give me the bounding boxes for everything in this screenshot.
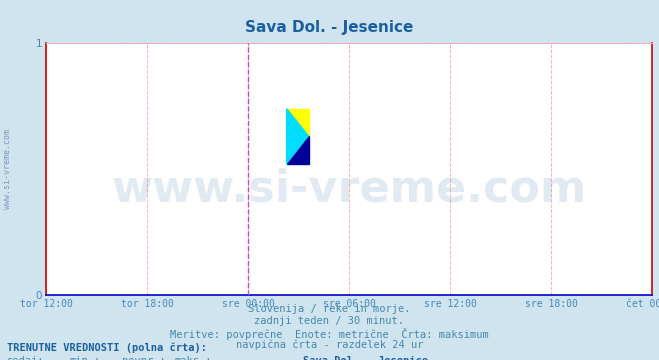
Text: povpr.:: povpr.: bbox=[122, 356, 165, 360]
Polygon shape bbox=[287, 109, 309, 136]
Text: www.si-vreme.com: www.si-vreme.com bbox=[3, 129, 13, 209]
Text: Meritve: povprečne  Enote: metrične  Črta: maksimum: Meritve: povprečne Enote: metrične Črta:… bbox=[170, 328, 489, 340]
Text: Sava Dol. - Jesenice: Sava Dol. - Jesenice bbox=[245, 20, 414, 35]
Text: www.si-vreme.com: www.si-vreme.com bbox=[111, 168, 587, 211]
Text: TRENUTNE VREDNOSTI (polna črta):: TRENUTNE VREDNOSTI (polna črta): bbox=[7, 343, 206, 353]
Text: zadnji teden / 30 minut.: zadnji teden / 30 minut. bbox=[254, 316, 405, 326]
Polygon shape bbox=[287, 136, 309, 164]
Text: sedaj:: sedaj: bbox=[7, 356, 44, 360]
Text: maks.:: maks.: bbox=[175, 356, 212, 360]
Text: Sava Dol. - Jesenice: Sava Dol. - Jesenice bbox=[303, 356, 428, 360]
Text: navpična črta - razdelek 24 ur: navpična črta - razdelek 24 ur bbox=[236, 340, 423, 350]
Polygon shape bbox=[287, 109, 309, 164]
Text: min.:: min.: bbox=[69, 356, 100, 360]
Text: Slovenija / reke in morje.: Slovenija / reke in morje. bbox=[248, 304, 411, 314]
